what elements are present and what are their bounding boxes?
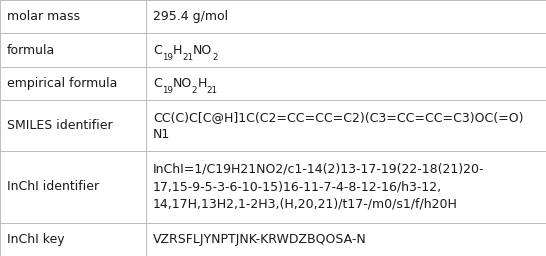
Text: 2: 2 [192, 87, 198, 95]
Text: VZRSFLJYNPTJNK-KRWDZBQOSA-N: VZRSFLJYNPTJNK-KRWDZBQOSA-N [153, 233, 366, 246]
Text: H: H [198, 77, 207, 90]
Text: H: H [173, 44, 182, 57]
Text: SMILES identifier: SMILES identifier [7, 119, 112, 132]
Text: 2: 2 [212, 53, 218, 62]
Text: formula: formula [7, 44, 55, 57]
Text: NO: NO [193, 44, 212, 57]
Text: 19: 19 [162, 87, 173, 95]
Text: 21: 21 [207, 87, 218, 95]
Text: C: C [153, 44, 162, 57]
Text: molar mass: molar mass [7, 10, 80, 23]
Text: CC(C)C[C@H]1C(C2=CC=CC=C2)(C3=CC=CC=C3)OC(=O)
N1: CC(C)C[C@H]1C(C2=CC=CC=C2)(C3=CC=CC=C3)O… [153, 111, 524, 141]
Text: 21: 21 [182, 53, 193, 62]
Text: InChI identifier: InChI identifier [7, 180, 99, 194]
Text: InChI key: InChI key [7, 233, 65, 246]
Text: NO: NO [173, 77, 192, 90]
Text: 295.4 g/mol: 295.4 g/mol [153, 10, 228, 23]
Text: C: C [153, 77, 162, 90]
Text: empirical formula: empirical formula [7, 77, 117, 90]
Text: 19: 19 [162, 53, 173, 62]
Text: InChI=1/C19H21NO2/c1-14(2)13-17-19(22-18(21)20-
17,15-9-5-3-6-10-15)16-11-7-4-8-: InChI=1/C19H21NO2/c1-14(2)13-17-19(22-18… [153, 163, 484, 211]
